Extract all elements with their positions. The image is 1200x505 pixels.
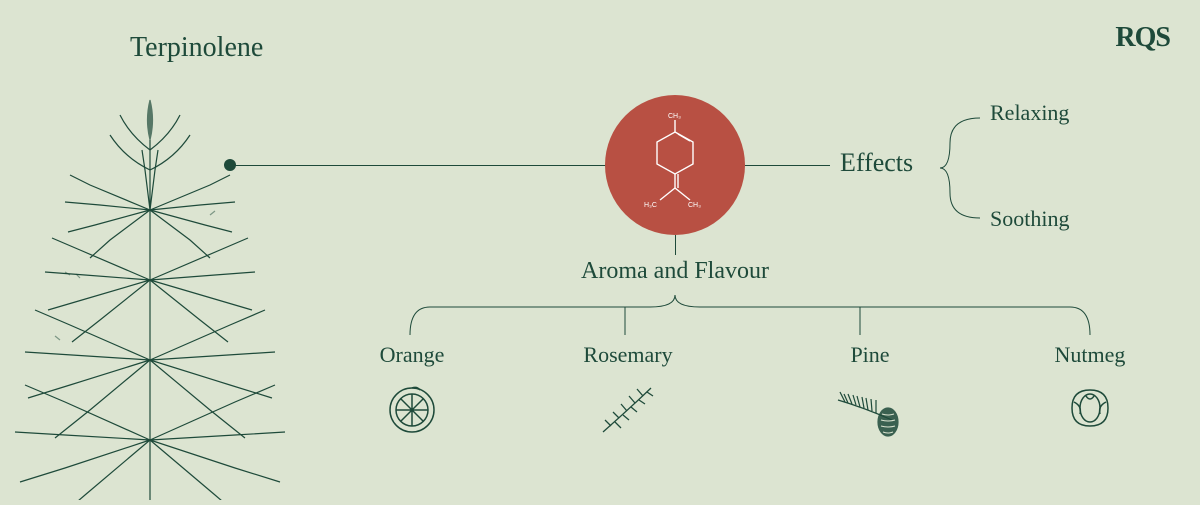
molecule-label-br: CH₃: [688, 202, 701, 209]
molecule-structure-icon: CH₃ H₃C CH₃: [630, 110, 720, 220]
aroma-item-rosemary: Rosemary: [568, 342, 688, 440]
effect-item: Relaxing: [990, 100, 1069, 126]
nutmeg-icon: [1060, 380, 1120, 436]
aroma-item-label: Pine: [810, 342, 930, 368]
brand-logo: RQS: [1115, 22, 1170, 54]
connector-line: [675, 235, 676, 255]
aroma-item-label: Rosemary: [568, 342, 688, 368]
page-title: Terpinolene: [130, 32, 263, 64]
aroma-item-orange: Orange: [352, 342, 472, 436]
rosemary-icon: [593, 380, 663, 440]
aroma-item-nutmeg: Nutmeg: [1030, 342, 1150, 436]
aroma-item-label: Nutmeg: [1030, 342, 1150, 368]
effects-brace: [935, 108, 985, 228]
aroma-item-pine: Pine: [810, 342, 930, 440]
effect-item: Soothing: [990, 206, 1069, 232]
pine-icon: [830, 380, 910, 440]
molecule-circle: CH₃ H₃C CH₃: [605, 95, 745, 235]
molecule-label-bl: H₃C: [644, 202, 657, 209]
connector-line: [230, 165, 608, 166]
orange-icon: [384, 380, 440, 436]
aroma-brace: [370, 295, 1110, 340]
connector-line: [745, 165, 830, 166]
effects-label: Effects: [840, 148, 913, 178]
molecule-label-top: CH₃: [668, 113, 681, 120]
aroma-label: Aroma and Flavour: [570, 258, 780, 285]
aroma-item-label: Orange: [352, 342, 472, 368]
cannabis-plant-illustration: [10, 80, 290, 500]
